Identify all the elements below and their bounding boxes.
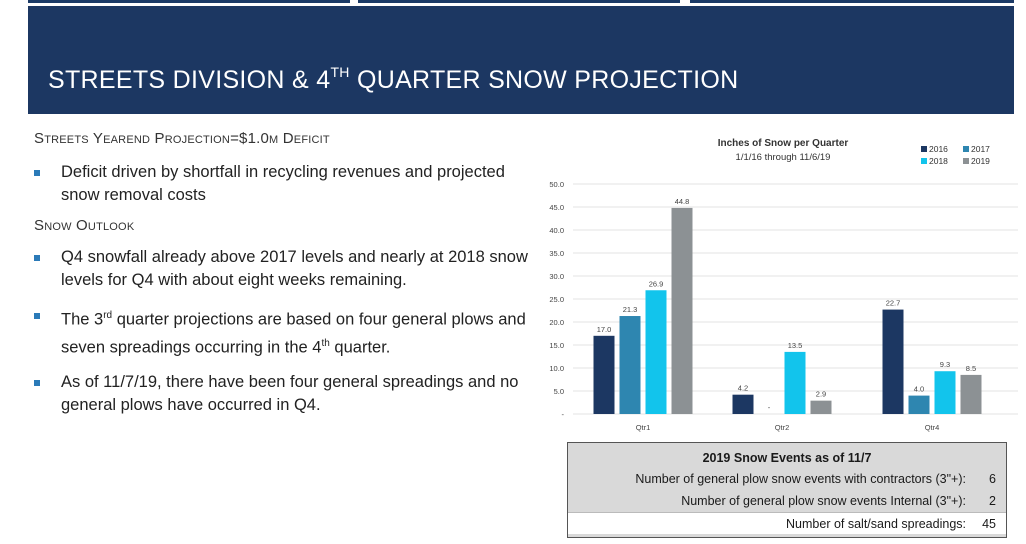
x-tick-label: Qtr4: [925, 423, 940, 432]
bullet-marker: [34, 170, 40, 176]
y-tick-label: -: [562, 410, 565, 419]
left-text-panel: Streets Yearend Projection=$1.0m Deficit…: [34, 130, 534, 429]
table-title: 2019 Snow Events as of 11/7: [702, 451, 872, 465]
bullet-list-outlook: Q4 snowfall already above 2017 levels an…: [34, 246, 534, 417]
legend-swatch: [921, 158, 927, 164]
legend-swatch: [963, 146, 969, 152]
y-tick-label: 5.0: [554, 387, 564, 396]
data-label: 8.5: [966, 364, 976, 373]
chart-title: Inches of Snow per Quarter: [718, 138, 849, 149]
bar: [810, 400, 832, 414]
bar: [908, 395, 930, 414]
chart-subtitle: 1/1/16 through 11/6/19: [736, 152, 831, 163]
bullet-marker: [34, 255, 40, 261]
bar: [671, 207, 693, 414]
data-label: 26.9: [649, 279, 664, 288]
legend-label: 2016: [929, 144, 948, 154]
y-tick-label: 30.0: [549, 272, 564, 281]
slide-title: STREETS DIVISION & 4TH QUARTER SNOW PROJ…: [48, 64, 739, 94]
data-label: 13.5: [788, 341, 803, 350]
y-tick-label: 10.0: [549, 364, 564, 373]
table-row-label: Number of salt/sand spreadings:: [786, 516, 966, 531]
data-label: 22.7: [886, 299, 901, 308]
bullet-item: Q4 snowfall already above 2017 levels an…: [34, 246, 534, 292]
table-row-value: 45: [982, 516, 996, 531]
bar: [934, 371, 956, 414]
top-strip: [0, 0, 1026, 6]
bullet-list-projection: Deficit driven by shortfall in recycling…: [34, 161, 534, 207]
x-tick-label: Qtr1: [636, 423, 651, 432]
legend-swatch: [921, 146, 927, 152]
data-label: 21.3: [623, 305, 638, 314]
legend-label: 2019: [971, 156, 990, 166]
legend-label: 2018: [929, 156, 948, 166]
y-tick-label: 35.0: [549, 249, 564, 258]
y-tick-label: 50.0: [549, 180, 564, 189]
legend-label: 2017: [971, 144, 990, 154]
section-heading-projection: Streets Yearend Projection=$1.0m Deficit: [34, 130, 330, 147]
bar: [645, 290, 667, 414]
snow-events-table: 2019 Snow Events as of 11/7 Number of ge…: [567, 442, 1007, 538]
bar: [784, 351, 806, 414]
y-tick-label: 15.0: [549, 341, 564, 350]
y-tick-label: 40.0: [549, 226, 564, 235]
bar: [882, 309, 904, 414]
data-label: 2.9: [816, 390, 826, 399]
bar: [732, 394, 754, 414]
data-label: 9.3: [940, 360, 950, 369]
data-label: 44.8: [675, 197, 690, 206]
top-strip-segment: [690, 0, 1014, 3]
table-row-value: 2: [989, 494, 996, 508]
table-row: Number of salt/sand spreadings: 45: [568, 512, 1006, 534]
data-label: -: [768, 403, 771, 412]
bullet-marker: [34, 313, 40, 319]
table-row-label: Number of general plow snow events with …: [635, 472, 966, 486]
y-tick-label: 45.0: [549, 203, 564, 212]
bullet-marker: [34, 380, 40, 386]
legend-swatch: [963, 158, 969, 164]
title-banner: STREETS DIVISION & 4TH QUARTER SNOW PROJ…: [28, 6, 1014, 114]
snow-chart: Inches of Snow per Quarter 1/1/16 through…: [528, 132, 1022, 437]
data-label: 4.2: [738, 384, 748, 393]
bullet-item: Deficit driven by shortfall in recycling…: [34, 161, 534, 207]
table-row: Number of general plow snow events Inter…: [568, 490, 1006, 512]
table-row-label: Number of general plow snow events Inter…: [681, 494, 966, 508]
data-label: 4.0: [914, 385, 924, 394]
top-strip-segment: [28, 0, 350, 3]
y-tick-label: 20.0: [549, 318, 564, 327]
section-heading-outlook: Snow Outlook: [34, 217, 135, 234]
bullet-item: As of 11/7/19, there have been four gene…: [34, 371, 534, 417]
y-tick-label: 25.0: [549, 295, 564, 304]
top-strip-segment: [358, 0, 680, 3]
table-row-value: 6: [989, 472, 996, 486]
data-label: 17.0: [597, 325, 612, 334]
bullet-item: The 3rd quarter projections are based on…: [34, 304, 534, 359]
x-tick-label: Qtr2: [775, 423, 790, 432]
bar: [619, 316, 641, 414]
bar: [593, 335, 615, 414]
snow-chart-svg: Inches of Snow per Quarter 1/1/16 through…: [549, 138, 1018, 432]
bar: [960, 374, 982, 414]
table-row: Number of general plow snow events with …: [568, 468, 1006, 490]
